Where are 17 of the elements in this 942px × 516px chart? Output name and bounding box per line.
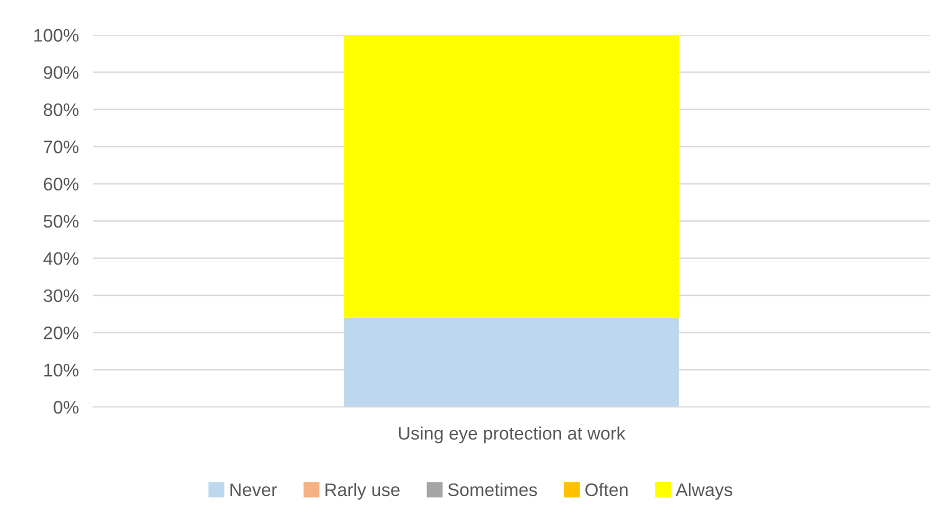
y-tick-label: 80% bbox=[44, 103, 78, 116]
y-tick-label: 70% bbox=[44, 140, 78, 154]
y-tick-label: 0% bbox=[54, 400, 78, 414]
y-tick-label: 60% bbox=[44, 178, 78, 191]
legend-label: Often bbox=[585, 482, 628, 496]
y-tick-label: 40% bbox=[43, 252, 78, 265]
legend-label: Always bbox=[676, 482, 732, 500]
y-tick-label: 50% bbox=[44, 214, 78, 228]
legend-label: Never bbox=[230, 484, 277, 496]
y-tick-label: 100% bbox=[34, 28, 78, 42]
y-tick-label: 90% bbox=[44, 66, 78, 79]
y-tick-label: 20% bbox=[44, 326, 78, 340]
legend-label: Rarly use bbox=[326, 482, 400, 500]
y-tick-label: 30% bbox=[44, 289, 78, 302]
y-tick-label: 10% bbox=[44, 364, 78, 377]
x-tick-label: Using eye protection at work bbox=[398, 426, 626, 444]
legend-label: Sometimes bbox=[448, 482, 537, 496]
